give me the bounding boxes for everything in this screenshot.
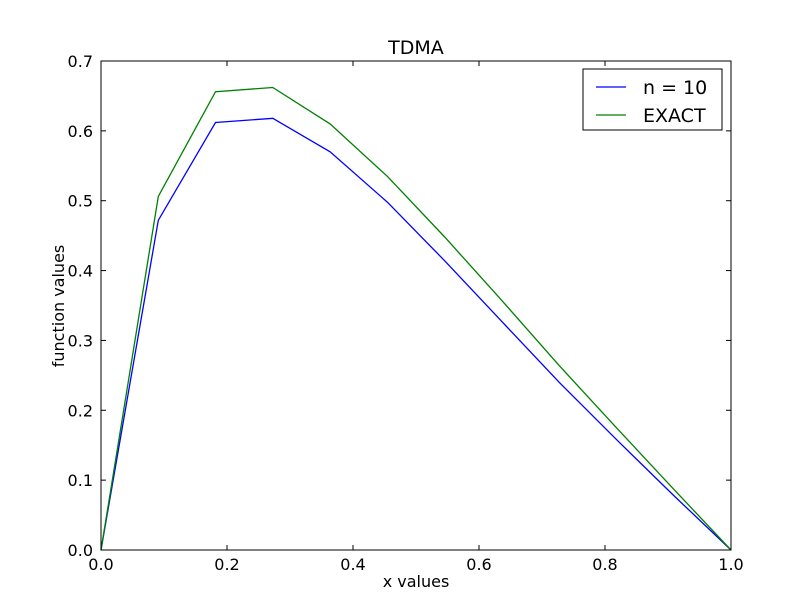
x-tick-label: 1.0	[718, 555, 743, 574]
legend-label-1: EXACT	[643, 105, 706, 127]
y-axis-label: function values	[49, 245, 68, 367]
x-axis-label: x values	[383, 572, 450, 591]
legend-label-0: n = 10	[643, 77, 707, 99]
y-tick-label: 0.6	[68, 122, 93, 141]
chart-title: TDMA	[387, 37, 444, 59]
y-tick-label: 0.5	[68, 192, 93, 211]
y-tick-label: 0.0	[68, 541, 93, 560]
x-tick-label: 0.2	[214, 555, 239, 574]
legend-box	[582, 68, 723, 131]
series-line-1	[100, 86, 732, 551]
plot-area: 0.0 0.2 0.4 0.6 0.8 1.0 0.0 0.1 0.2 0.3 0.4 0.5 0.6 0…	[68, 52, 744, 574]
x-tick-label: 0.4	[340, 555, 365, 574]
y-tick-label: 0.4	[68, 262, 93, 281]
x-tick-label: 0.6	[466, 555, 491, 574]
y-tick-label: 0.7	[68, 52, 93, 71]
series-line-0	[100, 117, 732, 551]
y-tick-label: 0.1	[68, 471, 93, 490]
x-tick-label: 0.8	[592, 555, 617, 574]
plot-frame	[100, 60, 732, 551]
y-tick-label: 0.3	[68, 331, 93, 350]
x-tick-label: 0.0	[88, 555, 113, 574]
y-tick-label: 0.2	[68, 401, 93, 420]
